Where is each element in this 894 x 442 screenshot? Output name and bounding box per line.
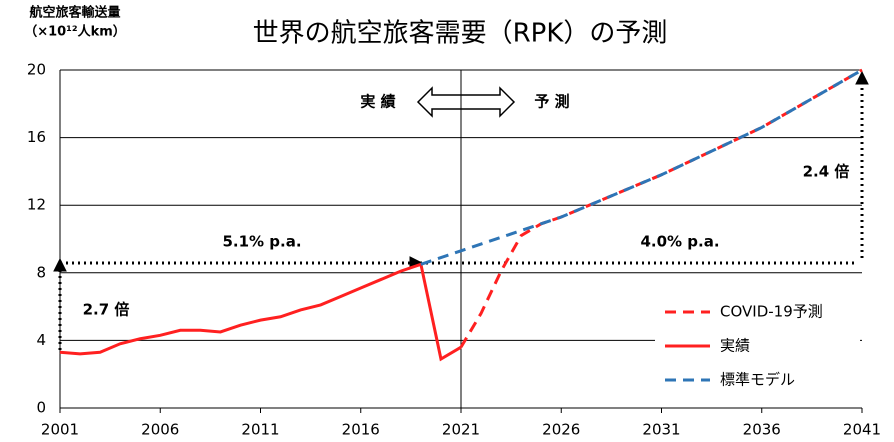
annotation: 2.4 倍 — [803, 163, 850, 181]
series-line — [59, 262, 462, 362]
annotation: 予 測 — [534, 93, 569, 111]
annotation: 実 績 — [360, 93, 395, 111]
arrow-head — [53, 257, 67, 272]
x-tick-label: 2026 — [542, 421, 580, 439]
lines — [59, 68, 863, 362]
double-arrow — [416, 86, 516, 118]
series-line — [420, 68, 863, 266]
x-tick-label: 2021 — [442, 421, 480, 439]
x-tick-label: 2036 — [743, 421, 781, 439]
y-axis-label: （×10¹²人km） — [24, 24, 126, 40]
y-tick-label: 0 — [36, 399, 46, 417]
y-tick-label: 12 — [27, 196, 46, 214]
y-tick-label: 16 — [27, 128, 46, 146]
annotation: 4.0% p.a. — [640, 233, 719, 251]
annotation: 2.7 倍 — [83, 301, 130, 319]
grid — [59, 69, 863, 413]
y-tick-label: 4 — [36, 331, 46, 349]
x-tick-label: 2011 — [241, 421, 279, 439]
x-tick-label: 2041 — [843, 421, 881, 439]
annotations: 実 績 予 測 5.1% p.a. 4.0% p.a. 2.7 倍 2.4 倍 — [83, 93, 850, 319]
arrows — [53, 70, 869, 350]
legend-label: 標準モデル — [720, 371, 795, 389]
legend-label: COVID-19予測 — [720, 303, 823, 321]
x-tick-label: 2001 — [41, 421, 79, 439]
arrow-head — [855, 70, 869, 85]
x-tick-label: 2006 — [141, 421, 179, 439]
x-tick-label: 2031 — [642, 421, 680, 439]
chart-title: 世界の航空旅客需要（RPK）の予測 — [253, 19, 668, 49]
annotation: 5.1% p.a. — [222, 233, 301, 251]
x-tick-label: 2016 — [342, 421, 380, 439]
y-tick-label: 20 — [27, 61, 46, 79]
y-axis-label: 航空旅客輸送量 — [29, 5, 120, 21]
legend-label: 実績 — [720, 337, 750, 355]
y-tick-label: 8 — [36, 263, 46, 281]
